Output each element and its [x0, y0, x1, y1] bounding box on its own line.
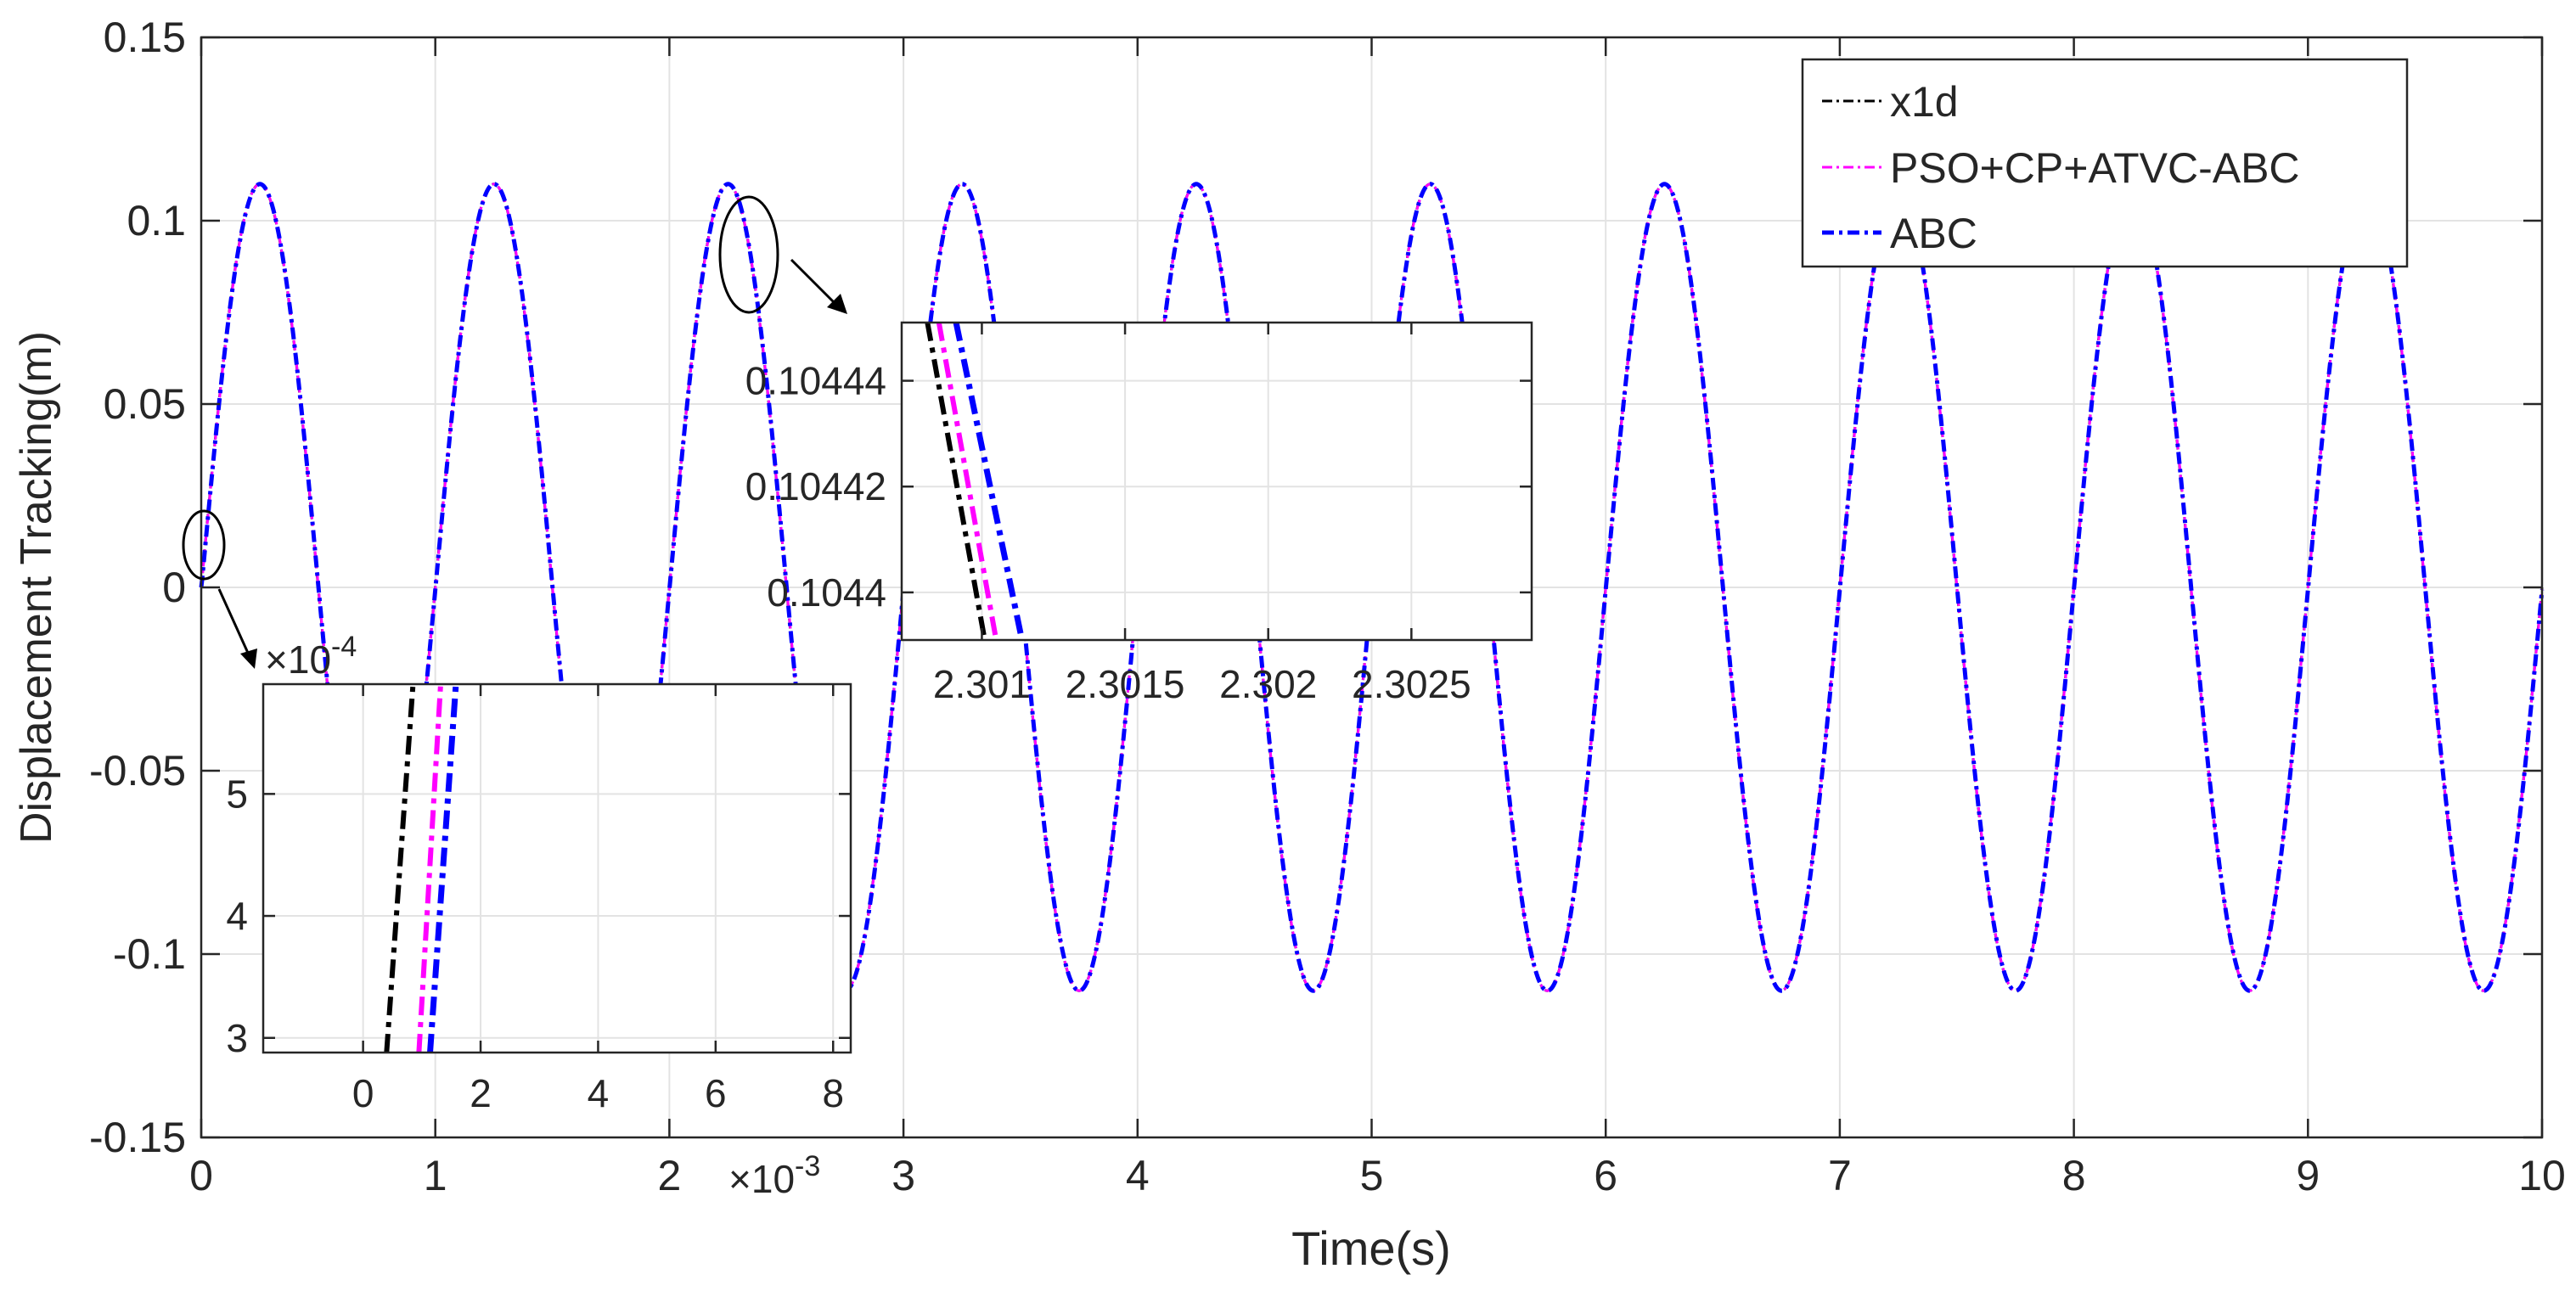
main-x-tick-label: 4 [1126, 1152, 1150, 1199]
main-y-tick-label: 0 [162, 564, 186, 611]
inset-origin-y-exponent: ×10-4 [265, 631, 357, 682]
zoom-ellipse-origin [182, 509, 226, 581]
zoom-arrow-origin [217, 588, 253, 661]
zoom-callouts [182, 195, 847, 669]
inset2-y-tick-label: 0.10442 [745, 464, 886, 508]
inset-peak-zoom: 2.301 2.3015 2.302 2.3025 0.10444 0.10442 0.10… [745, 321, 1533, 706]
main-x-tick-label: 1 [424, 1152, 447, 1199]
inset1-series-line-2 [427, 683, 459, 1053]
zoom-arrow-peak [790, 258, 841, 309]
inset1-series-line-1 [416, 683, 443, 1053]
inset-peak-ticks: 2.301 2.3015 2.302 2.3025 0.10444 0.10442 0.10… [745, 323, 1532, 706]
inset1-series-line-0 [384, 683, 416, 1053]
inset-origin-ticks: 0 2 4 6 8 3 4 5 [226, 684, 851, 1115]
legend-label-pso: PSO+CP+ATVC-ABC [1890, 144, 2300, 192]
main-x-tick-label: 5 [1360, 1152, 1384, 1199]
inset-origin-grid [263, 684, 851, 1053]
inset1-y-tick-label: 3 [226, 1016, 248, 1060]
inset1-y-tick-label: 5 [226, 772, 248, 816]
inset2-y-tick-label: 0.1044 [767, 570, 886, 615]
inset-origin-zoom: 0 2 4 6 8 3 4 5 ×10-4 ×10-3 [226, 631, 852, 1201]
main-x-tick-label: 3 [891, 1152, 915, 1199]
inset1-x-tick-label: 2 [470, 1071, 492, 1115]
inset1-x-tick-label: 4 [588, 1071, 610, 1115]
inset-origin-area [263, 684, 851, 1053]
main-y-tick-label: 0.1 [127, 197, 186, 244]
inset2-series-line-2 [953, 322, 1026, 641]
inset1-y-tick-label: 4 [226, 894, 248, 938]
inset1-x-tick-label: 0 [352, 1071, 374, 1115]
inset-origin-x-exponent: ×10-3 [728, 1150, 820, 1201]
x-axis-label: Time(s) [1291, 1221, 1451, 1275]
main-x-tick-label: 8 [2062, 1152, 2086, 1199]
legend-box [1801, 58, 2409, 268]
inset-peak-grid [902, 323, 1532, 640]
zoom-arrowhead-origin [240, 648, 257, 669]
inset1-x-tick-label: 8 [822, 1071, 844, 1115]
main-x-tick-label: 10 [2518, 1152, 2566, 1199]
main-y-tick-label: -0.15 [89, 1114, 186, 1161]
legend-label-abc: ABC [1890, 210, 1977, 257]
main-x-tick-label: 9 [2296, 1152, 2320, 1199]
legend: x1d PSO+CP+ATVC-ABC ABC [1801, 58, 2409, 268]
inset-peak-lines [925, 322, 1026, 641]
inset1-x-tick-label: 6 [705, 1071, 727, 1115]
inset-peak-frame [900, 321, 1533, 642]
main-y-tick-label: 0.05 [104, 380, 186, 428]
main-ticks: 0 1 2 3 4 5 6 7 8 9 100.150.10.050-0.05-0.1-0.15 [89, 14, 2566, 1199]
main-x-tick-label: 0 [189, 1152, 213, 1199]
inset2-x-tick-label: 2.3015 [1066, 662, 1185, 706]
y-axis-label: Displacement Tracking(m) [12, 331, 61, 844]
inset2-y-tick-label: 0.10444 [745, 359, 886, 403]
legend-label-x1d: x1d [1890, 78, 1959, 126]
inset2-series-line-1 [936, 322, 999, 641]
inset-origin-frame [262, 682, 852, 1054]
main-x-tick-label: 2 [657, 1152, 681, 1199]
main-y-tick-label: 0.15 [104, 14, 186, 61]
inset2-x-tick-label: 2.3025 [1352, 662, 1471, 706]
inset-origin-lines [384, 683, 459, 1053]
main-x-tick-label: 6 [1594, 1152, 1617, 1199]
inset2-series-line-0 [925, 322, 987, 641]
zoom-ellipse-peak [718, 195, 779, 314]
inset2-x-tick-label: 2.302 [1219, 662, 1317, 706]
inset2-x-tick-label: 2.301 [933, 662, 1031, 706]
main-x-tick-label: 7 [1828, 1152, 1852, 1199]
main-y-tick-label: -0.05 [89, 747, 186, 794]
main-y-tick-label: -0.1 [113, 930, 186, 978]
inset-peak-area [902, 323, 1532, 640]
zoom-arrowhead-peak [827, 294, 847, 314]
